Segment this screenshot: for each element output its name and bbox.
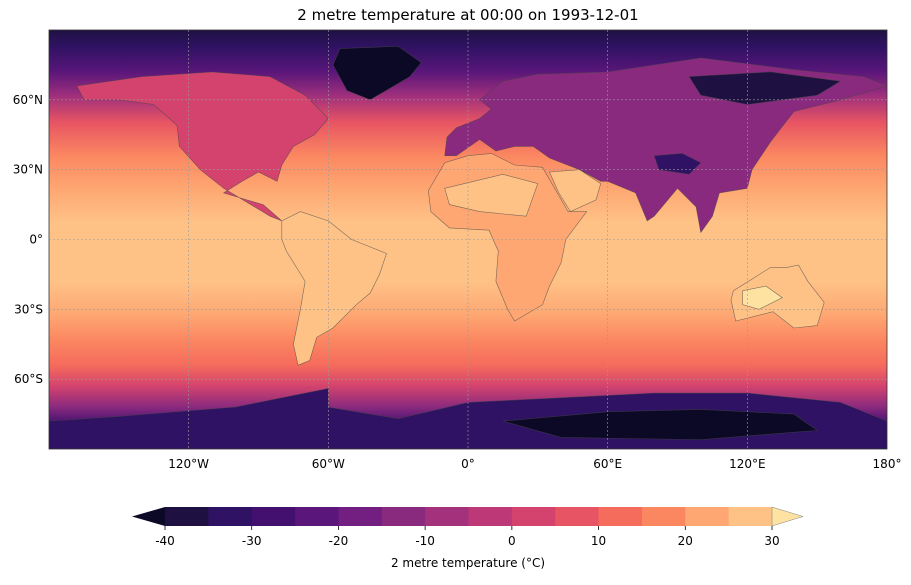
- latitude-tick-label: 30°S: [14, 302, 43, 316]
- longitude-tick-label: 180°: [873, 457, 902, 471]
- colorbar-segment: [165, 507, 209, 526]
- colorbar-segment: [208, 507, 253, 526]
- tibet-cold-core-landmass: [653, 153, 702, 175]
- colorbar-extend-low: [132, 507, 165, 526]
- colorbar-segment: [555, 507, 600, 526]
- colorbar-tick-label: -20: [329, 534, 349, 548]
- longitude-tick-label: 120°E: [729, 457, 766, 471]
- longitude-tick-label: 60°E: [593, 457, 622, 471]
- colorbar-tick-label: 0: [508, 534, 516, 548]
- colorbar-segment: [381, 507, 426, 526]
- colorbar-segment: [598, 507, 643, 526]
- colorbar-tick-label: 20: [678, 534, 693, 548]
- colorbar-extend-high: [771, 506, 804, 527]
- latitude-tick-label: 30°N: [13, 163, 43, 177]
- eurasia-landmass: [444, 57, 887, 234]
- south-america-landmass: [281, 211, 387, 366]
- latitude-tick-labels: 60°N 30°N 0° 30°S 60°S: [13, 93, 43, 386]
- colorbar-segment: [685, 507, 730, 526]
- colorbar: [132, 506, 804, 527]
- latitude-tick-label: 0°: [29, 233, 43, 247]
- colorbar-segment: [295, 507, 339, 526]
- longitude-tick-label: 120°W: [168, 457, 209, 471]
- longitude-tick-label: 0°: [461, 457, 475, 471]
- latitude-tick-label: 60°S: [14, 372, 43, 386]
- east-antarctica-cold-core-landmass: [502, 409, 819, 441]
- colorbar-tick-label: 10: [591, 534, 606, 548]
- colorbar-tick-label: 30: [764, 534, 779, 548]
- colorbar-segment: [468, 507, 513, 526]
- longitude-tick-labels: 120°W 60°W 0° 60°E 120°E 180°: [168, 457, 901, 471]
- colorbar-tick-labels: -40 -30 -20 -10 0 10 20 30: [155, 526, 780, 548]
- colorbar-label: 2 metre temperature (°C): [390, 556, 546, 570]
- colorbar-tick-label: -30: [242, 534, 262, 548]
- longitude-tick-label: 60°W: [312, 457, 345, 471]
- colorbar-segment: [425, 507, 469, 526]
- colorbar-segment: [251, 507, 296, 526]
- siberia-cold-core-landmass: [688, 71, 842, 105]
- gridlines: [49, 30, 887, 449]
- colorbar-tick-label: -10: [415, 534, 435, 548]
- arabia-landmass: [549, 169, 602, 212]
- colorbar-segment: [511, 507, 556, 526]
- colorbar-segment: [338, 507, 383, 526]
- latitude-tick-label: 60°N: [13, 93, 43, 107]
- north-america-landmass: [76, 71, 329, 222]
- australia-hot-core-landmass: [742, 285, 783, 310]
- colorbar-segment: [728, 507, 773, 526]
- colorbar-tick-label: -40: [155, 534, 175, 548]
- greenland-landmass: [332, 45, 422, 101]
- colorbar-segment: [641, 507, 686, 526]
- sahara-warm-core-landmass: [444, 173, 539, 217]
- map-title: 2 metre temperature at 00:00 on 1993-12-…: [297, 6, 639, 24]
